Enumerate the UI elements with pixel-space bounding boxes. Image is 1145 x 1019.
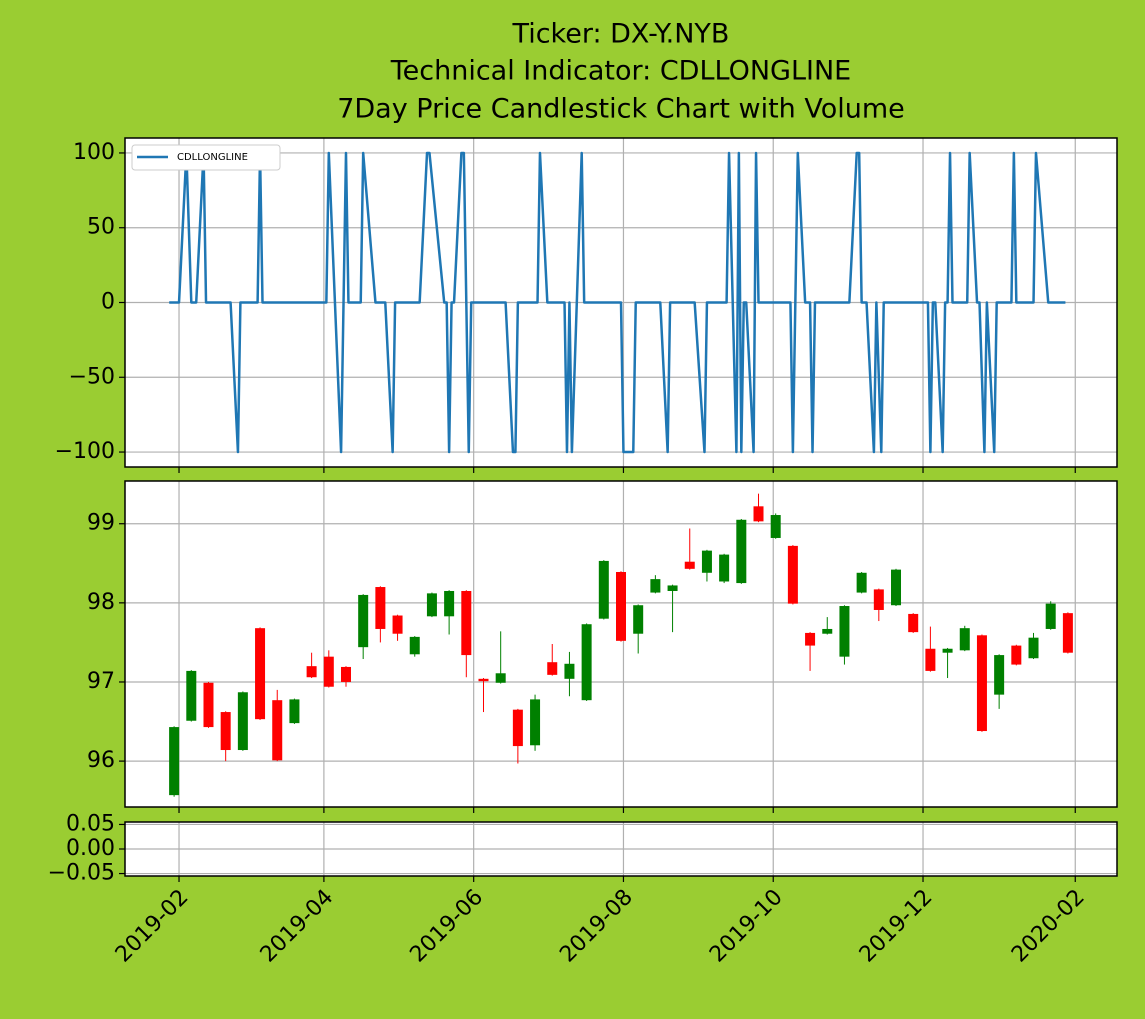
candle-body <box>1028 637 1039 659</box>
y-tick-label: 99 <box>87 511 115 536</box>
candle-body <box>787 545 798 604</box>
candle-body <box>289 699 300 724</box>
candle-body <box>444 590 455 617</box>
candle-body <box>770 515 781 538</box>
x-tick-label: 2019-06 <box>405 885 488 968</box>
x-tick-label: 2019-02 <box>111 885 194 968</box>
candle-body <box>805 632 816 646</box>
chart-subtitle: Technical Indicator: CDLLONGLINE <box>390 56 851 87</box>
candle-body <box>719 554 730 582</box>
candle-body <box>598 560 609 619</box>
candle-body <box>616 571 626 641</box>
candle-body <box>908 613 919 633</box>
candle-body <box>667 585 678 591</box>
candle-body <box>392 615 403 634</box>
candle-body <box>581 624 592 701</box>
candle-body <box>186 670 197 721</box>
x-tick-label: 2019-04 <box>256 885 339 968</box>
candle-body <box>426 593 437 617</box>
x-tick-label: 2020-02 <box>1007 885 1090 968</box>
candle-body <box>512 709 523 747</box>
candle-body <box>753 506 764 522</box>
candle-body <box>633 605 644 634</box>
y-tick-label: −0.05 <box>48 861 115 886</box>
candle-body <box>237 692 248 751</box>
candle-body <box>255 628 266 720</box>
candle-body <box>959 628 970 651</box>
candle-body <box>564 663 575 679</box>
candle-body <box>375 587 386 629</box>
candle-body <box>1062 613 1073 653</box>
candle-body <box>856 572 867 593</box>
candle-body <box>1011 645 1022 665</box>
plot-frame <box>124 137 1118 468</box>
candle-body <box>976 635 987 732</box>
legend-box <box>131 144 281 171</box>
candle-body <box>461 590 472 656</box>
y-tick-label: 100 <box>73 140 115 165</box>
x-tick-label: 2019-08 <box>555 885 638 968</box>
y-tick-label: 97 <box>87 669 115 694</box>
candle-body <box>1045 603 1056 629</box>
y-tick-label: 0.05 <box>66 811 115 836</box>
candle-body <box>323 656 334 687</box>
candle-body <box>272 700 283 761</box>
legend: CDLLONGLINE <box>131 144 281 171</box>
candle-body <box>306 666 317 678</box>
candle-body <box>358 594 369 648</box>
candle-body <box>822 628 833 634</box>
candle-body <box>684 561 695 569</box>
y-tick-label: −100 <box>55 439 115 464</box>
x-tick-label: 2019-10 <box>705 885 788 968</box>
plot-area <box>125 481 1117 807</box>
candle-body <box>409 636 420 655</box>
y-tick-label: 0 <box>101 290 115 315</box>
candle-body <box>478 678 489 682</box>
candle-body <box>942 648 953 653</box>
line-series <box>169 151 1066 454</box>
candle-body <box>169 727 180 796</box>
plot-frame <box>124 480 1118 808</box>
plot-frame <box>124 821 1118 877</box>
y-tick-label: 96 <box>87 748 115 773</box>
candle-body <box>547 662 558 675</box>
legend-label: CDLLONGLINE <box>177 152 248 163</box>
candle-body <box>650 579 661 593</box>
y-tick-label: 0.00 <box>66 836 115 861</box>
candle-body <box>891 569 902 606</box>
x-tick-label: 2019-12 <box>855 885 938 968</box>
y-tick-label: −50 <box>69 364 115 389</box>
candle-body <box>340 666 351 682</box>
y-tick-label: 50 <box>87 215 115 240</box>
y-tick-label: 98 <box>87 590 115 615</box>
candle-body <box>925 648 936 671</box>
candle-body <box>873 589 884 610</box>
candle-body <box>495 673 506 683</box>
candle-body <box>203 682 214 728</box>
candle-body <box>701 550 712 573</box>
chart-subtitle: 7Day Price Candlestick Chart with Volume <box>337 94 905 125</box>
candle-body <box>994 655 1005 695</box>
candle-body <box>839 606 850 657</box>
candle-body <box>220 712 231 751</box>
candle-body <box>530 699 541 746</box>
chart-title: Ticker: DX-Y.NYB <box>512 19 730 50</box>
candle-body <box>736 519 747 584</box>
